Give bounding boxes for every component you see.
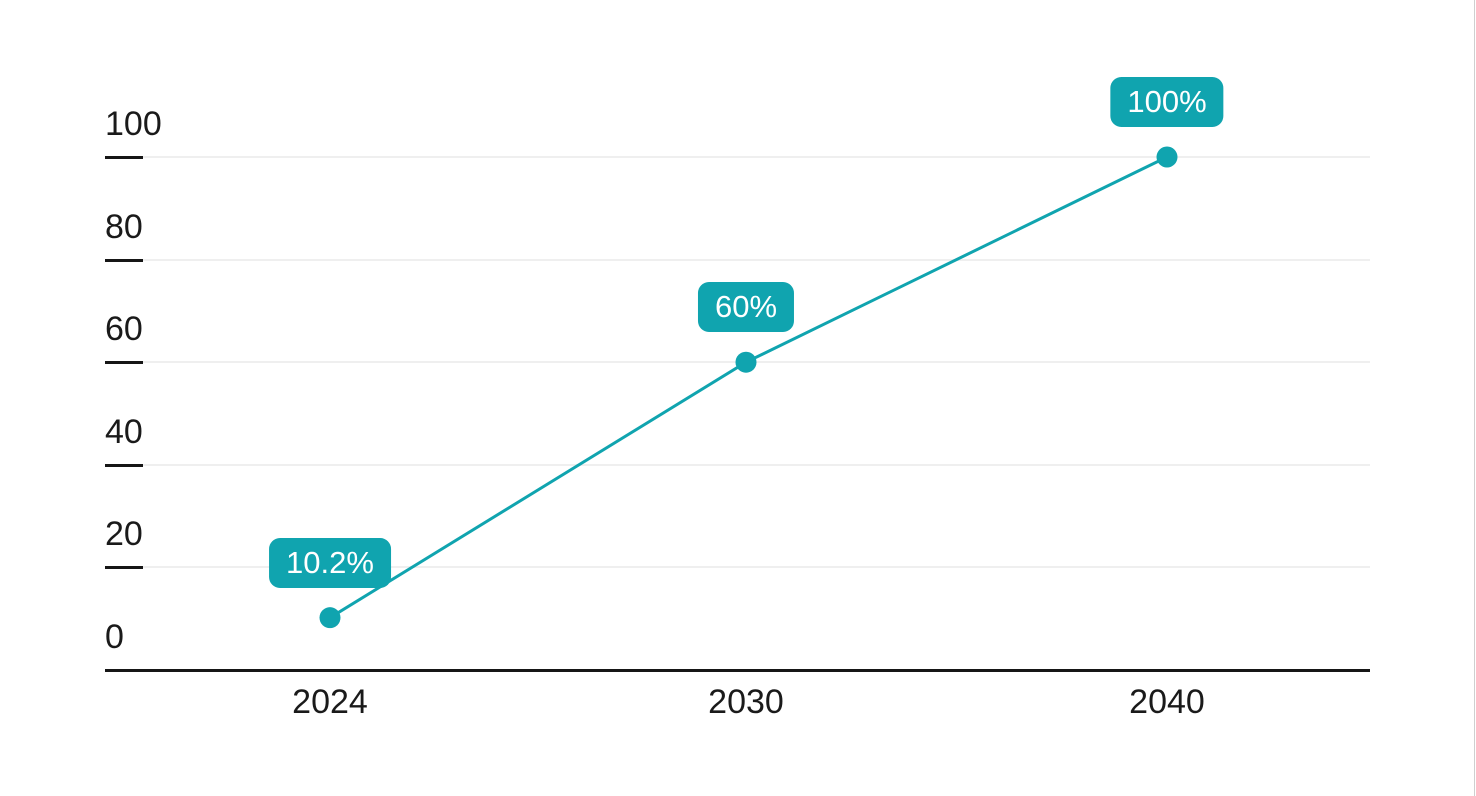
x-tick-label-2024: 2024 — [292, 683, 368, 721]
y-axis-tick — [105, 361, 143, 365]
data-label-2030: 60% — [697, 282, 795, 333]
gridline — [105, 566, 1370, 569]
y-axis-tick — [105, 463, 143, 467]
data-label-2024: 10.2% — [269, 537, 391, 588]
x-axis-line — [105, 669, 1370, 672]
y-tick-label-100: 100 — [105, 105, 162, 143]
y-axis-tick — [105, 156, 143, 159]
x-tick-label-2040: 2040 — [1129, 683, 1205, 721]
data-label-2040: 100% — [1110, 77, 1224, 127]
x-tick-label-2030: 2030 — [708, 683, 784, 721]
y-axis-tick — [105, 258, 143, 262]
y-tick-label-0: 0 — [105, 618, 124, 656]
y-tick-label-60: 60 — [105, 310, 143, 349]
gridline — [105, 258, 1370, 261]
data-point-marker — [1156, 146, 1178, 168]
series-line — [328, 155, 1169, 620]
y-tick-label-40: 40 — [105, 412, 143, 451]
y-axis-tick — [105, 566, 143, 570]
data-point-marker — [735, 351, 757, 373]
right-edge-line — [1474, 0, 1475, 796]
data-point-marker — [319, 607, 341, 629]
y-tick-label-20: 20 — [105, 515, 143, 554]
gridline — [105, 156, 1370, 158]
y-tick-label-80: 80 — [105, 207, 143, 246]
gridline — [105, 463, 1370, 466]
